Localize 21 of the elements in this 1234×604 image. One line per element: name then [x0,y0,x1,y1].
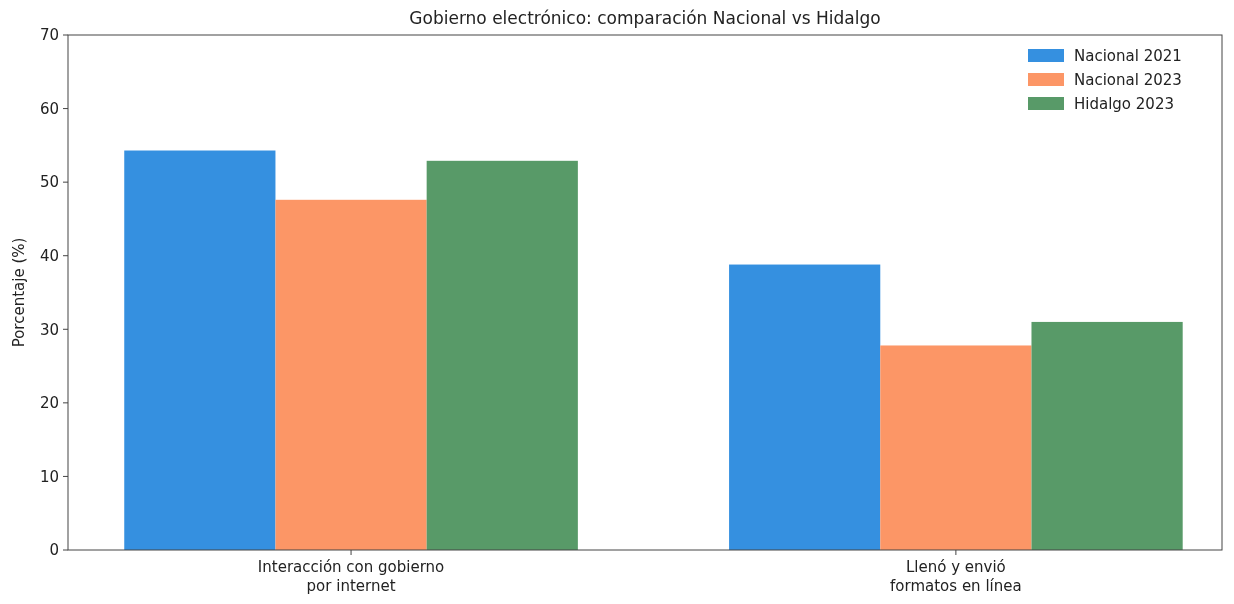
x-tick-label: Interacción con gobierno por internet [257,558,445,595]
bar [124,150,276,550]
bar [1031,321,1183,550]
y-tick-label: 20 [39,394,59,413]
legend-label: Nacional 2021 [1074,47,1182,66]
y-tick-label: 40 [39,246,59,265]
bar [275,199,427,550]
bar [880,345,1032,550]
x-tick-label: Llenó y envió formatos en línea [890,558,1022,595]
y-axis-title: Porcentaje (%) [10,237,28,348]
y-tick-label: 50 [39,173,59,192]
y-tick-label: 30 [39,320,59,339]
y-tick-label: 70 [39,26,59,45]
bar [426,160,578,550]
bar [729,264,881,550]
legend-label: Hidalgo 2023 [1074,95,1174,114]
chart-title: Gobierno electrónico: comparación Nacional vs Hidalgo [409,8,881,28]
y-tick-label: 60 [39,99,59,118]
y-tick-label: 0 [49,541,59,560]
y-tick-label: 10 [39,467,59,486]
legend-label: Nacional 2023 [1074,71,1182,90]
